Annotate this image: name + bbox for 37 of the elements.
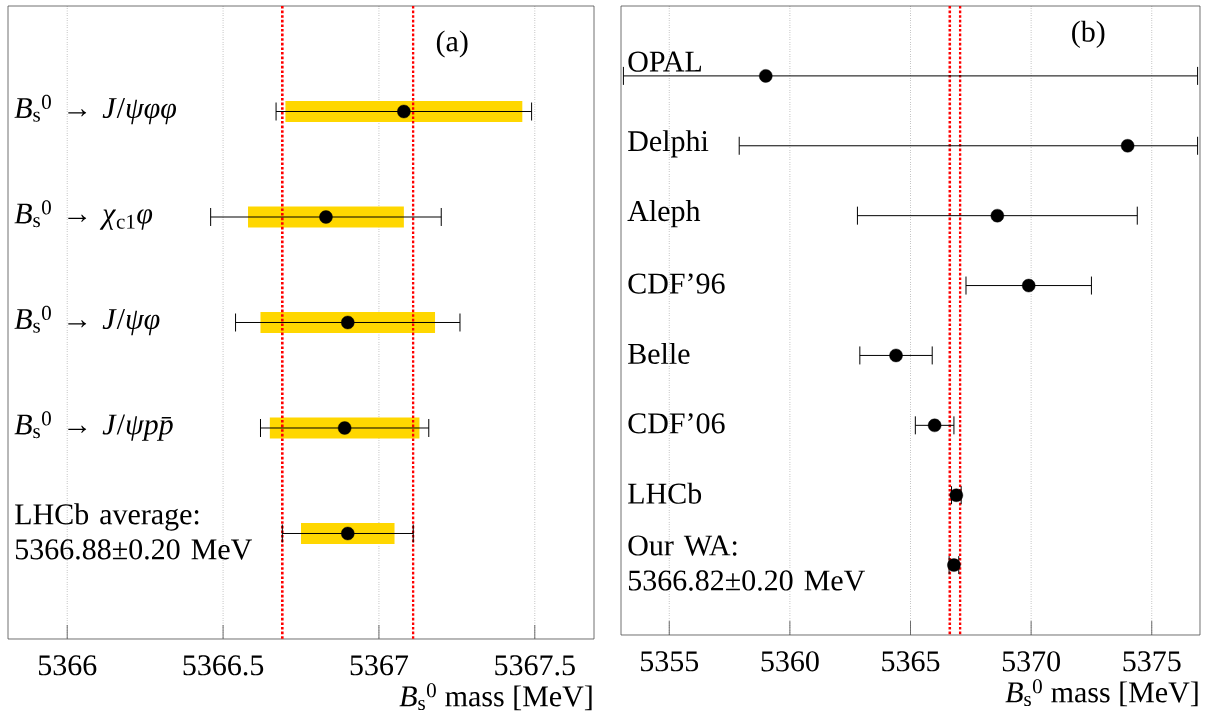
y-tick-label: CDF’96 — [628, 273, 725, 294]
y-tick-label: B$_{s}$$^{0}$ → J/ψφφ — [14, 94, 177, 125]
chart-title: (b) — [1072, 20, 1105, 48]
point — [341, 526, 355, 541]
point — [889, 348, 903, 363]
y-tick-label: B$_{s}$$^{0}$ → J/ψpp̄ — [14, 411, 173, 441]
text: (a) — [436, 30, 468, 58]
point — [337, 421, 352, 435]
point — [759, 69, 773, 83]
x-axis-title: B$_{s}$$^{0}$ mass [MeV] — [1005, 679, 1198, 707]
x-tick-label: 5367.5 — [495, 655, 575, 676]
point — [927, 418, 942, 433]
point — [990, 208, 1005, 223]
y-tick-label: B$_{s}$$^{0}$ → χ$_{c1}$φ — [14, 200, 153, 230]
x-tick-label: 5375 — [1123, 651, 1181, 672]
point — [341, 315, 355, 330]
point — [397, 104, 411, 119]
x-tick-label: 5355 — [641, 651, 699, 672]
y-tick-label: OPAL — [628, 51, 701, 72]
point — [1022, 278, 1036, 293]
y-tick-label: LHCb average: 5366.88±0.20 MeV — [15, 503, 252, 560]
y-tick-label: Belle — [628, 342, 690, 364]
y-tick-label: B$_{s}$$^{0}$ → J/ψφ — [14, 305, 160, 336]
x-axis-title: B$_{s}$$^{0}$ mass [MeV] — [399, 683, 592, 711]
point — [1120, 139, 1135, 153]
x-tick-label: 5370 — [1002, 651, 1060, 672]
x-tick-label: 5365 — [882, 651, 940, 672]
x-tick-label: 5367 — [350, 655, 409, 676]
y-tick-label: Aleph — [627, 200, 701, 228]
y-tick-label: Our WA: 5366.82±0.20 MeV — [628, 535, 865, 591]
y-tick-label: Delphi — [628, 130, 709, 158]
x-tick-label: 5366.5 — [183, 655, 264, 676]
x-tick-label: 5360 — [761, 651, 819, 672]
point — [319, 210, 333, 224]
y-tick-label: CDF’06 — [628, 413, 725, 434]
y-tick-label: LHCb — [628, 482, 702, 504]
x-tick-label: 5366 — [38, 655, 97, 676]
